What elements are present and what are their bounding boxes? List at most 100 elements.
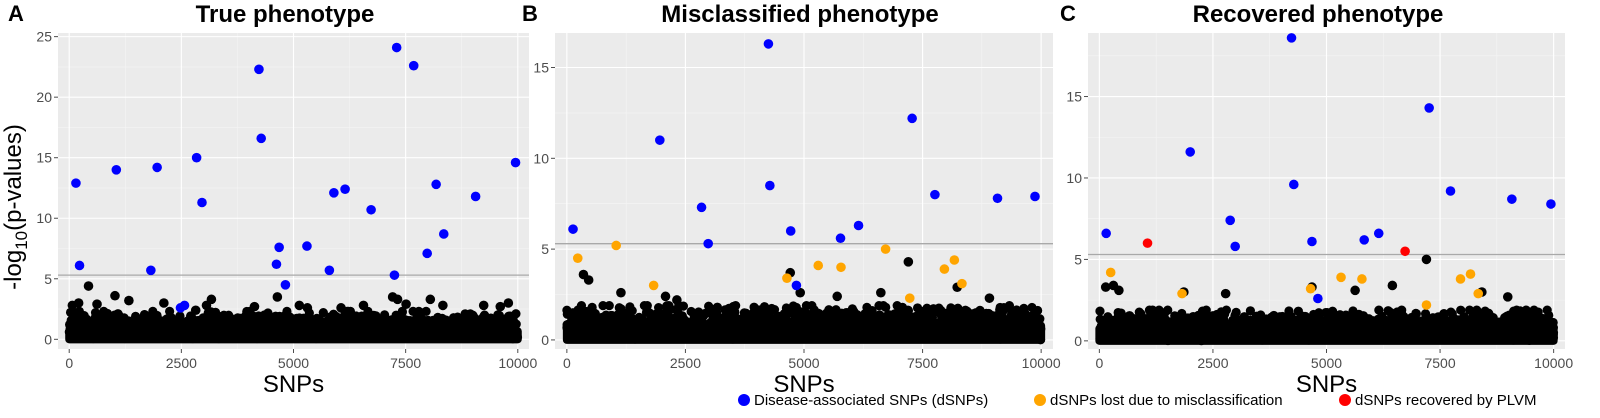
snp-point bbox=[957, 278, 967, 289]
snp-point-background bbox=[576, 313, 586, 324]
snp-point-background bbox=[664, 300, 674, 311]
snp-point bbox=[765, 180, 775, 191]
snp-point-background bbox=[981, 308, 991, 318]
snp-point-background bbox=[586, 304, 596, 314]
snp-point-background bbox=[992, 310, 1002, 321]
snp-point-background bbox=[442, 316, 452, 326]
snp-point bbox=[256, 133, 267, 144]
snp-point bbox=[782, 273, 792, 283]
snp-point bbox=[903, 257, 914, 267]
snp-point bbox=[648, 280, 659, 291]
snp-point bbox=[876, 287, 886, 298]
y-tick-label: 0 bbox=[1074, 333, 1082, 349]
snp-point-background bbox=[710, 312, 720, 322]
snp-point bbox=[302, 241, 312, 251]
snp-point bbox=[795, 287, 806, 298]
snp-point bbox=[272, 292, 283, 302]
snp-point-background bbox=[117, 320, 128, 330]
snp-point bbox=[438, 300, 448, 311]
snp-point-background bbox=[97, 315, 107, 325]
snp-point-background bbox=[788, 301, 798, 311]
snp-point bbox=[939, 264, 950, 274]
x-axis-title: SNPs bbox=[263, 371, 324, 398]
snp-point bbox=[191, 152, 202, 163]
snp-point-background bbox=[453, 313, 463, 323]
snp-point-background bbox=[339, 319, 349, 329]
y-tick-label: 10 bbox=[533, 150, 549, 166]
snp-point-background bbox=[883, 310, 893, 320]
snp-point bbox=[478, 300, 489, 311]
snp-point bbox=[389, 270, 400, 280]
snp-point bbox=[660, 291, 671, 302]
snp-point-background bbox=[833, 311, 843, 321]
snp-point bbox=[391, 42, 402, 53]
snp-point-background bbox=[896, 309, 906, 320]
snp-point-background bbox=[472, 316, 482, 327]
y-tick-label: 15 bbox=[533, 60, 549, 76]
x-tick-label: 0 bbox=[1095, 355, 1103, 371]
y-tick-label: 25 bbox=[36, 29, 52, 45]
x-tick-label: 10000 bbox=[498, 355, 537, 371]
snp-point bbox=[703, 238, 713, 249]
snp-point-background bbox=[254, 311, 264, 321]
snp-point bbox=[431, 179, 441, 190]
snp-point bbox=[495, 301, 506, 312]
snp-point-background bbox=[285, 312, 295, 322]
snp-point-background bbox=[99, 306, 109, 316]
snp-point bbox=[336, 303, 346, 313]
snp-point-background bbox=[1420, 309, 1431, 319]
snp-point bbox=[392, 294, 403, 305]
snp-point-background bbox=[322, 319, 333, 329]
snp-point bbox=[510, 157, 521, 168]
snp-point bbox=[425, 294, 436, 305]
x-tick-label: 7500 bbox=[390, 355, 421, 371]
snp-point bbox=[190, 305, 201, 316]
snp-point-background bbox=[111, 312, 121, 323]
snp-point bbox=[74, 260, 85, 271]
snp-point-background bbox=[1019, 303, 1029, 313]
snp-point bbox=[583, 275, 594, 285]
snp-point bbox=[254, 64, 264, 75]
y-tick-label: 10 bbox=[1066, 170, 1082, 186]
snp-point-background bbox=[400, 315, 410, 325]
background-snp-band bbox=[65, 327, 522, 344]
y-tick-label: 15 bbox=[36, 150, 52, 166]
x-tick-label: 5000 bbox=[1311, 355, 1342, 371]
snp-point-background bbox=[917, 306, 927, 317]
snp-point-background bbox=[485, 315, 495, 325]
snp-point-background bbox=[1221, 305, 1231, 315]
snp-point bbox=[159, 298, 169, 308]
snp-point bbox=[1030, 191, 1040, 202]
snp-point-background bbox=[958, 309, 968, 319]
snp-point bbox=[503, 298, 514, 308]
snp-point bbox=[984, 293, 995, 303]
background-snps bbox=[1095, 305, 1559, 346]
snp-point-background bbox=[707, 304, 717, 314]
snp-point-background bbox=[750, 310, 761, 320]
x-tick-label: 5000 bbox=[278, 355, 309, 371]
snp-point-background bbox=[731, 300, 741, 311]
background-snps bbox=[562, 300, 1046, 345]
snp-point-background bbox=[185, 319, 195, 330]
snp-point-background bbox=[1007, 306, 1017, 316]
snp-point-background bbox=[214, 313, 224, 323]
snp-point bbox=[568, 224, 578, 234]
snp-point bbox=[853, 220, 864, 231]
snp-point bbox=[324, 265, 335, 276]
snp-point bbox=[904, 293, 915, 303]
x-tick-label: 7500 bbox=[1424, 355, 1455, 371]
snp-point-background bbox=[371, 316, 381, 326]
snp-point-background bbox=[606, 310, 616, 321]
snp-point bbox=[422, 248, 432, 259]
snp-point-background bbox=[723, 309, 733, 320]
snp-point-background bbox=[598, 300, 608, 311]
snp-point-background bbox=[387, 318, 397, 328]
snp-point bbox=[763, 39, 774, 49]
snp-point-background bbox=[248, 318, 258, 328]
snp-point bbox=[949, 255, 960, 265]
snp-point-background bbox=[260, 317, 271, 327]
y-axis-title: -log10(p-values) bbox=[0, 124, 31, 290]
snp-point bbox=[111, 165, 122, 175]
